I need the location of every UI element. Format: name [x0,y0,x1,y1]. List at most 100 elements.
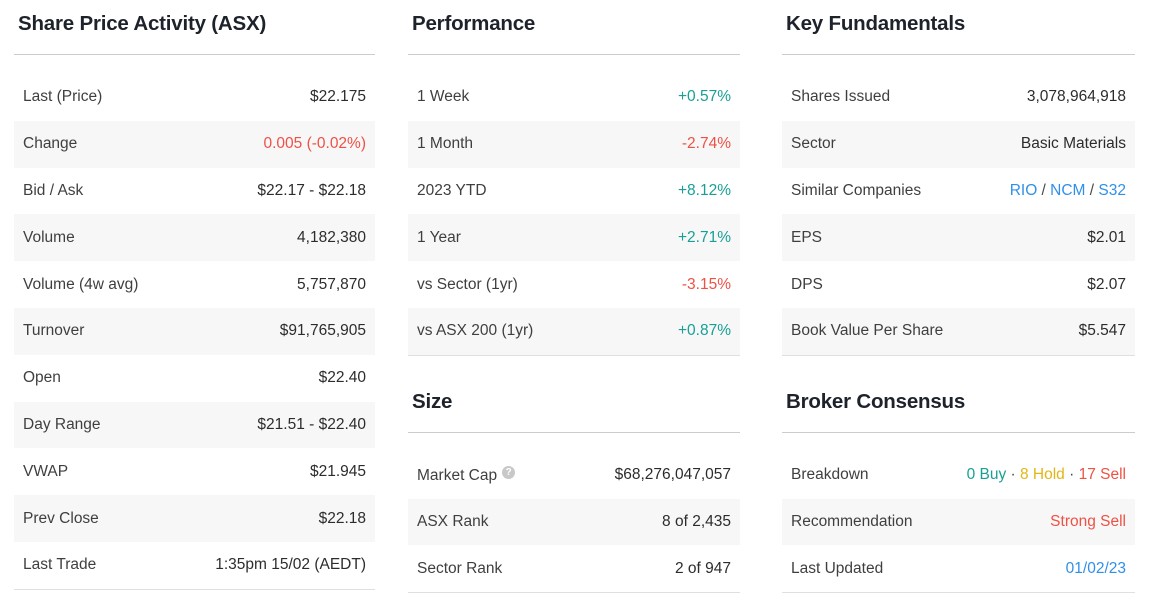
table-row: Recommendation Strong Sell [782,498,1135,546]
ticker-link[interactable]: RIO [1009,181,1038,199]
row-label: Day Range [23,415,101,433]
separator: · [1064,466,1079,484]
row-label: EPS [791,228,823,246]
table-row: Shares Issued 3,078,964,918 [782,74,1135,121]
row-value: Strong Sell [1050,512,1126,530]
row-value: +0.57% [677,88,731,106]
help-icon[interactable]: ? [502,465,516,479]
row-value: +0.87% [677,322,731,340]
row-value: $68,276,047,057 [614,466,731,484]
broker-consensus-table: Breakdown 0 Buy · 8 Hold · 17 Sell Recomme… [782,451,1135,594]
section-size: Size Market Cap? $68,276,047,057 ASX Rank 8… [408,378,740,594]
row-value: 3,078,964,918 [1026,88,1126,106]
row-label: Similar Companies [791,181,922,199]
table-row: Last Trade 1:35pm 15/02 (AEDT) [14,541,375,589]
row-label: Last Trade [23,556,97,574]
table-row: Open $22.40 [14,354,375,402]
row-label: Sector [791,135,836,153]
share-price-activity-title: Share Price Activity (ASX) [14,0,375,55]
separator: / [1085,181,1099,199]
row-label: Shares Issued [791,88,891,106]
share-price-activity-table: Last (Price) $22.175 Change 0.005 (-0.02%) B… [14,74,375,590]
row-value: $22.175 [309,88,366,106]
table-row: Sector Basic Materials [782,120,1135,168]
table-row: Last (Price) $22.175 [14,74,375,121]
row-value: $22.18 [318,509,366,527]
section-broker-consensus: Broker Consensus Breakdown 0 Buy · 8 Hold… [782,378,1135,594]
date-link[interactable]: 01/02/23 [1065,559,1126,577]
row-label: Sector Rank [417,559,503,577]
row-value: 5,757,870 [297,275,366,293]
table-row: 1 Month -2.74% [408,120,740,168]
table-row: Similar Companies RIO / NCM / S32 [782,167,1135,215]
table-row: vs Sector (1yr) -3.15% [408,261,740,308]
row-value: 1:35pm 15/02 (AEDT) [215,556,366,574]
row-value: $2.01 [1087,228,1126,246]
row-value: 2 of 947 [674,559,731,577]
table-row: Turnover $91,765,905 [14,307,375,355]
ticker-link[interactable]: S32 [1098,181,1126,199]
row-label: Book Value Per Share [791,322,944,340]
row-value: +8.12% [677,181,731,199]
row-value: RIO / NCM / S32 [1010,182,1126,200]
row-label: vs Sector (1yr) [417,275,518,293]
row-value: 0.005 (-0.02%) [263,135,366,153]
table-row: vs ASX 200 (1yr) +0.87% [408,307,740,355]
table-row: Bid / Ask $22.17 - $22.18 [14,167,375,215]
row-label: 1 Month [417,135,474,153]
table-row: DPS $2.07 [782,261,1135,308]
row-label: 1 Year [417,228,461,246]
row-value: $22.40 [318,369,366,387]
row-label: DPS [791,275,823,293]
row-label: Market Cap? [417,465,516,485]
table-row: 1 Week +0.57% [408,74,740,121]
table-row: Book Value Per Share $5.547 [782,307,1135,355]
row-label: Last Updated [791,559,884,577]
row-label: Open [23,369,61,387]
row-value: $22.17 - $22.18 [257,181,366,199]
row-label: Recommendation [791,512,913,530]
row-value: -2.74% [681,135,731,153]
table-row: Volume (4w avg) 5,757,870 [14,261,375,308]
table-row: Day Range $21.51 - $22.40 [14,401,375,449]
row-value: +2.71% [677,228,731,246]
row-value: $2.07 [1087,275,1126,293]
row-value: 4,182,380 [297,228,366,246]
row-label: vs ASX 200 (1yr) [417,322,534,340]
separator: / [1037,181,1051,199]
section-key-fundamentals: Key Fundamentals Shares Issued 3,078,964,… [782,0,1135,356]
table-row: Last Updated 01/02/23 [782,545,1135,593]
row-label: Prev Close [23,509,99,527]
row-label: Volume [23,228,75,246]
table-row: Volume 4,182,380 [14,214,375,262]
row-value: Basic Materials [1020,135,1126,153]
size-table: Market Cap? $68,276,047,057 ASX Rank 8 of 2… [408,451,740,594]
row-label: Volume (4w avg) [23,275,139,293]
table-row: Sector Rank 2 of 947 [408,545,740,593]
separator: · [1006,466,1020,484]
section-share-price-activity: Share Price Activity (ASX) Last (Price) $… [14,0,375,590]
breakdown-part: 8 Hold [1020,466,1065,484]
row-label: VWAP [23,462,69,480]
ticker-link[interactable]: NCM [1050,181,1086,199]
row-value: $21.51 - $22.40 [257,415,366,433]
row-value: $5.547 [1078,322,1126,340]
row-value: -3.15% [681,275,731,293]
row-value: 01/02/23 [1066,560,1126,578]
row-label: 2023 YTD [417,181,487,199]
table-row: Market Cap? $68,276,047,057 [408,451,740,499]
row-label: Change [23,135,78,153]
broker-consensus-title: Broker Consensus [782,378,1135,433]
table-row: 1 Year +2.71% [408,214,740,262]
table-row: EPS $2.01 [782,214,1135,262]
table-row: 2023 YTD +8.12% [408,167,740,215]
table-row: Change 0.005 (-0.02%) [14,120,375,168]
row-value: $21.945 [309,462,366,480]
row-label: Turnover [23,322,85,340]
row-value: 0 Buy · 8 Hold · 17 Sell [967,466,1126,484]
row-value: $91,765,905 [279,322,366,340]
table-row: VWAP $21.945 [14,448,375,496]
breakdown-part: 17 Sell [1078,466,1126,484]
table-row: Breakdown 0 Buy · 8 Hold · 17 Sell [782,451,1135,499]
